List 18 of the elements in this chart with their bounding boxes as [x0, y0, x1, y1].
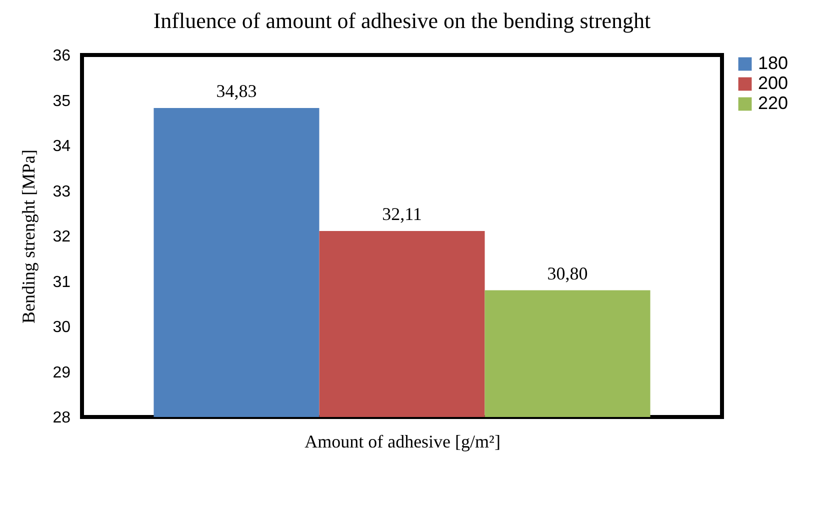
- data-label: 30,80: [547, 263, 588, 284]
- x-axis-title: Amount of adhesive [g/m²]: [304, 432, 500, 452]
- legend-label: 220: [758, 93, 788, 113]
- y-tick-label: 31: [52, 274, 71, 291]
- y-tick-label: 33: [52, 183, 71, 200]
- y-tick-label: 28: [52, 410, 71, 426]
- data-label: 34,83: [216, 80, 257, 101]
- legend-label: 180: [758, 53, 788, 73]
- y-tick-label: 35: [52, 92, 71, 110]
- y-tick-label: 32: [52, 228, 71, 246]
- data-label: 32,11: [382, 204, 422, 224]
- y-tick-label: 34: [52, 138, 71, 155]
- legend-label: 200: [758, 73, 788, 93]
- chart-title: Influence of amount of adhesive on the bending strenght: [153, 8, 651, 33]
- y-axis-title: Bending strenght [MPa]: [18, 150, 39, 324]
- y-tick-label: 36: [52, 48, 71, 64]
- y-tick-label: 29: [52, 364, 71, 382]
- y-tick-label: 30: [52, 319, 71, 336]
